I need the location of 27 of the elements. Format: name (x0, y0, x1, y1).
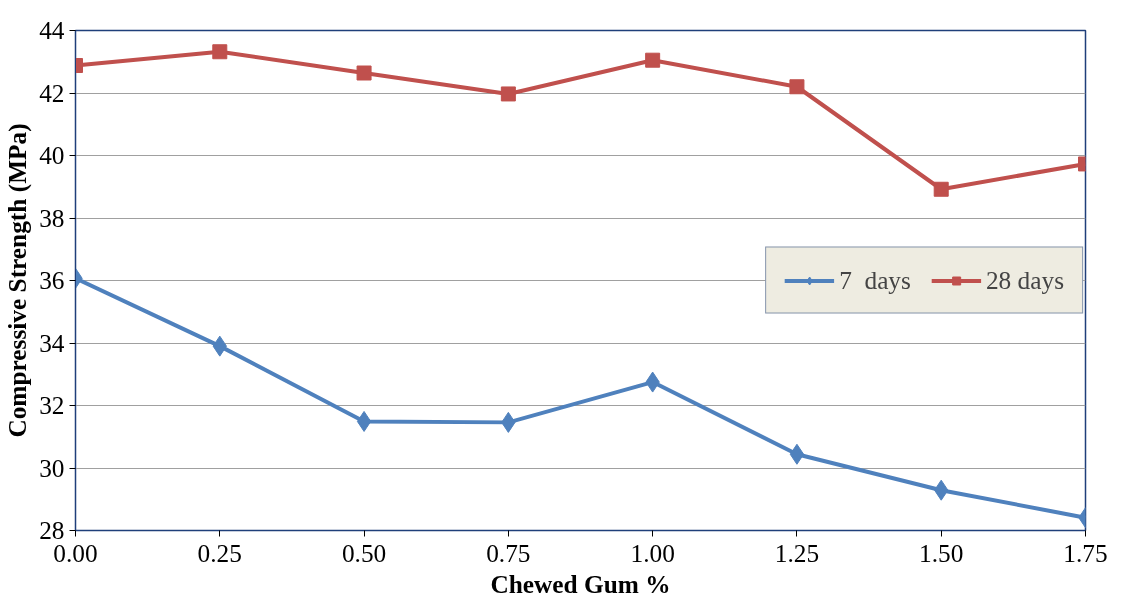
y-axis-title: Compressive Strength (MPa) (3, 123, 33, 438)
y-tick-label: 32 (39, 391, 65, 419)
x-tick-label: 1.50 (919, 538, 964, 567)
point (645, 52, 661, 68)
x-tick-label: 0.50 (341, 538, 387, 567)
y-tick-label: 34 (39, 328, 65, 357)
y-tick-label: 36 (39, 266, 65, 294)
point (789, 79, 805, 95)
x-tick-label: 0.25 (197, 538, 242, 567)
point (500, 86, 516, 102)
y-tick-label: 44 (39, 16, 65, 44)
point (789, 443, 805, 465)
x-tick-label: 1.25 (774, 538, 820, 567)
point (356, 410, 372, 432)
x-tick-label: 1.00 (630, 538, 675, 567)
legend-label: 7 days (839, 265, 911, 295)
x-tick-label: 0.75 (486, 538, 531, 567)
point (356, 65, 372, 81)
x-tick-label: 1.75 (1063, 538, 1108, 567)
y-tick-label: 40 (39, 141, 65, 169)
x-axis-title: Chewed Gum % (490, 569, 671, 598)
legend-label: 28 days (985, 265, 1064, 295)
y-tick-label: 38 (39, 203, 65, 232)
point (933, 181, 949, 197)
y-tick-label: 42 (39, 78, 65, 107)
y-tick-label: 30 (39, 453, 65, 482)
point (212, 44, 228, 60)
